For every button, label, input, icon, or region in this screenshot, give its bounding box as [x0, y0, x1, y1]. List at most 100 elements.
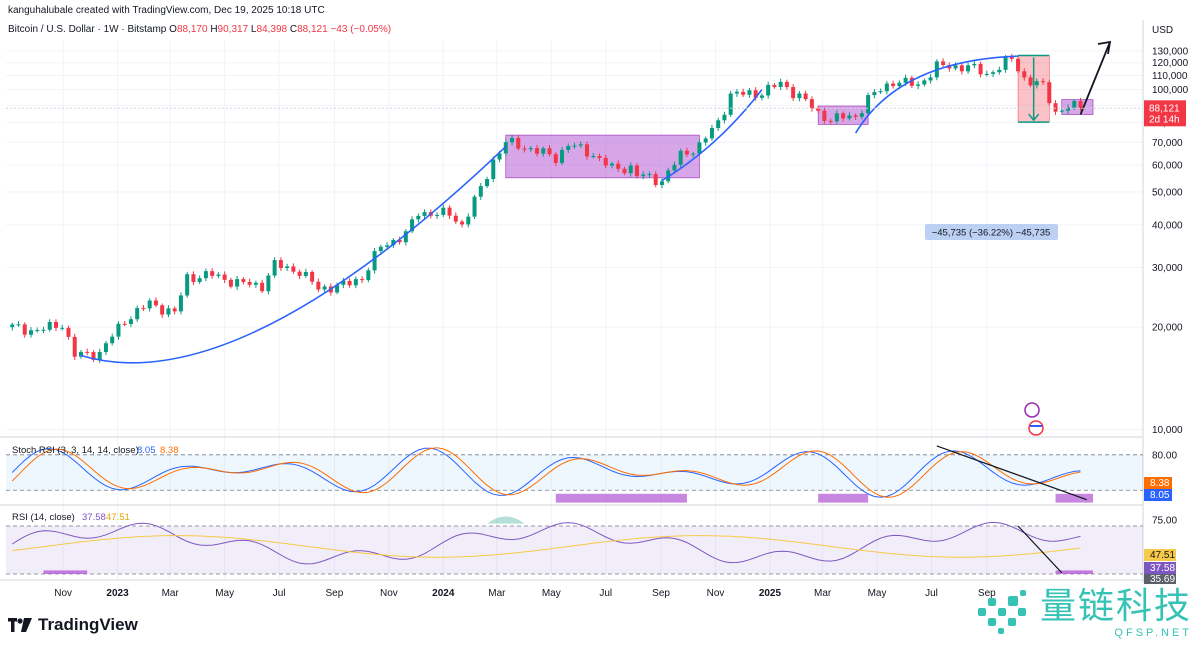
candle-body — [566, 146, 571, 150]
watermark-text: 量链科技 — [1040, 586, 1193, 627]
candle-body — [1028, 77, 1033, 86]
candle-body — [41, 329, 46, 331]
candle-body — [1022, 71, 1027, 78]
candle-body — [1059, 110, 1064, 112]
candle-body — [891, 83, 896, 87]
rsi-line — [11, 521, 1081, 565]
y-tick-label: 50,000 — [1152, 187, 1183, 198]
candle-body — [10, 324, 15, 328]
candle-body — [897, 82, 902, 87]
candle-body — [541, 148, 546, 154]
candle-body — [641, 174, 646, 177]
stoch-k-line — [11, 447, 1081, 498]
candle-body — [647, 174, 652, 176]
candle-body — [260, 282, 265, 292]
candle-body — [659, 181, 664, 185]
stoch-k-badge — [1144, 489, 1172, 501]
y-tick-label: 130,000 — [1152, 46, 1189, 57]
candle-body — [691, 153, 696, 155]
candle-body — [872, 92, 877, 96]
candle-body — [909, 77, 914, 86]
candle-body — [841, 113, 846, 119]
candle-body — [722, 114, 727, 121]
stoch-d-line — [11, 447, 1081, 498]
candle-body — [847, 115, 852, 119]
candle-body — [747, 90, 752, 95]
rsi-divergence-line — [1017, 525, 1063, 574]
candle-body — [303, 271, 308, 276]
rsi-ma-value: 47.51 — [1150, 550, 1175, 561]
candle-body — [266, 275, 271, 292]
tradingview-logo-text: TradingView — [38, 615, 138, 634]
stoch-divergence-line — [936, 445, 1087, 501]
candle-body — [616, 163, 621, 169]
x-tick-label: Nov — [707, 588, 725, 599]
candle-body — [116, 323, 121, 337]
candle-body — [391, 239, 396, 246]
candle-body — [816, 108, 821, 111]
rsi-title: RSI (14, close) — [12, 512, 75, 523]
candle-body — [584, 144, 589, 157]
x-tick-label: Mar — [814, 588, 832, 599]
candle-body — [153, 300, 158, 306]
candle-body — [422, 212, 427, 216]
candle-body — [128, 319, 133, 325]
candle-body — [341, 280, 346, 285]
candle-body — [684, 150, 689, 155]
last-price-badge — [1144, 100, 1186, 127]
candle-body — [753, 90, 758, 98]
rsi-overbought-fill — [487, 516, 525, 524]
candle-body — [135, 308, 140, 320]
tradingview-logo-icon — [8, 618, 32, 632]
candle-body — [460, 221, 465, 225]
tradingview-logo[interactable]: TradingView — [8, 615, 138, 635]
candle-body — [778, 81, 783, 87]
candle-body — [97, 352, 102, 360]
candle-body — [803, 93, 808, 100]
candle-body — [1034, 81, 1039, 86]
candle-body — [278, 260, 283, 268]
candle-body — [485, 179, 490, 187]
candle-body — [741, 91, 746, 95]
candle-body — [510, 137, 515, 143]
candle-body — [147, 300, 152, 309]
candle-body — [397, 239, 402, 243]
candle-body — [828, 120, 833, 122]
candle-body — [103, 343, 108, 353]
candle-body — [185, 274, 190, 296]
parabolic-curve-3 — [854, 55, 1019, 134]
rsi-tick-label: 75.00 — [1152, 516, 1177, 527]
candle-body — [491, 159, 496, 180]
stoch-oversold-zone — [1055, 493, 1094, 503]
projection-arrow-line — [1079, 41, 1111, 115]
candle-body — [1009, 57, 1014, 59]
stoch-legend-k: 8.05 — [137, 445, 156, 456]
x-tick-label: Sep — [978, 588, 996, 599]
candle-body — [297, 271, 302, 276]
candle-body — [560, 149, 565, 163]
candle-body — [478, 186, 483, 197]
candle-body — [191, 274, 196, 282]
candle-body — [372, 251, 377, 271]
candle-body — [784, 81, 789, 88]
candle-body — [272, 260, 277, 276]
candle-body — [522, 148, 527, 150]
currency-label: USD — [1152, 25, 1173, 36]
candle-body — [966, 65, 971, 72]
stoch-band — [6, 454, 1143, 491]
candle-body — [35, 330, 40, 332]
candle-body — [210, 271, 215, 276]
candle-body — [1041, 81, 1046, 83]
candle-body — [466, 216, 471, 225]
candle-body — [47, 321, 52, 330]
x-tick-label: 2025 — [759, 588, 782, 599]
candle-body — [203, 271, 208, 279]
candle-body — [797, 93, 802, 99]
candle-body — [197, 278, 202, 282]
candle-body — [609, 163, 614, 166]
candle-body — [360, 279, 365, 281]
candle-body — [703, 138, 708, 143]
candle-body — [922, 80, 927, 85]
candle-body — [766, 84, 771, 96]
